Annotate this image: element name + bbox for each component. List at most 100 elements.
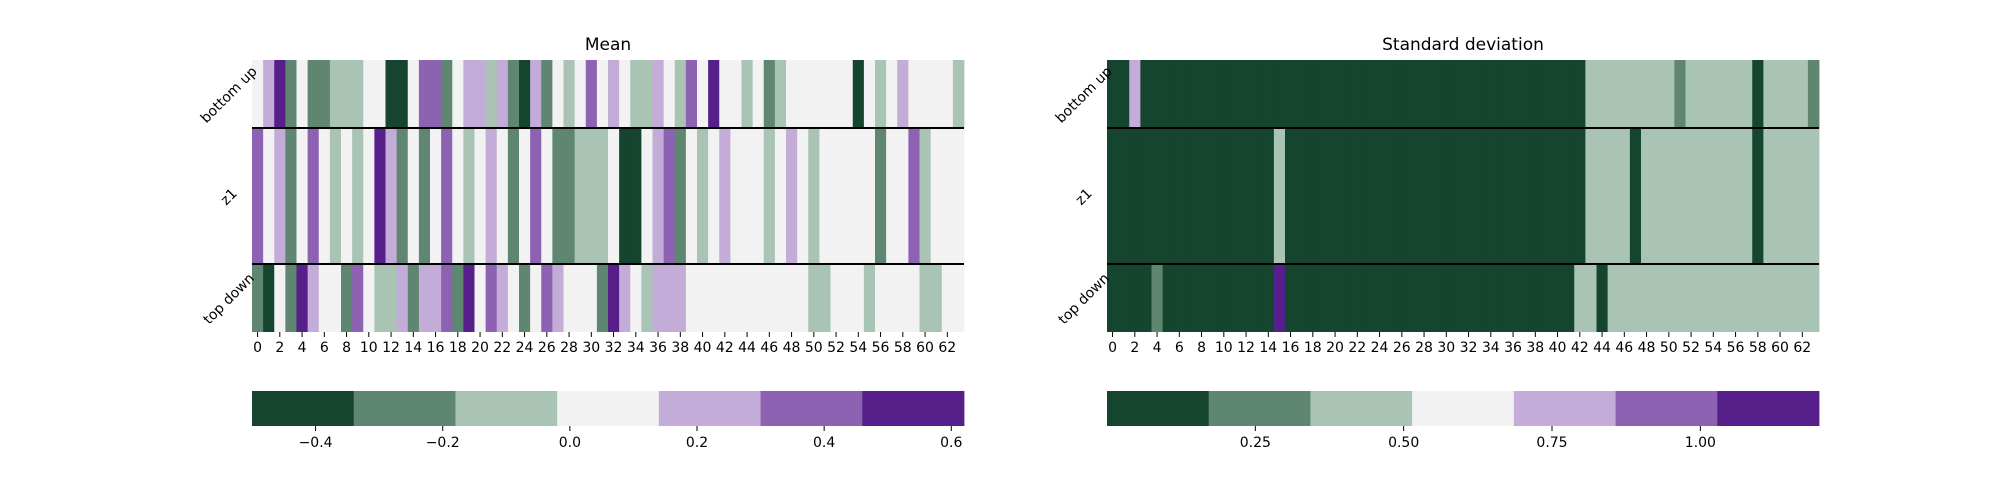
std-x-tick-label: 52 — [1682, 340, 1700, 356]
mean-cell-r2-c25 — [530, 264, 542, 332]
std-x-tick-label: 46 — [1615, 340, 1633, 356]
mean-cell-r0-c22 — [496, 60, 509, 128]
mean-cell-r1-c35 — [641, 128, 653, 264]
mean-cell-r0-c48 — [786, 60, 798, 128]
mean-cell-r2-c52 — [830, 264, 843, 332]
std-cell-r1-c57 — [1741, 128, 1753, 264]
mean-cell-r2-c1 — [263, 264, 275, 332]
mean-cell-r2-c21 — [485, 264, 498, 332]
std-cell-r2-c32 — [1463, 264, 1475, 332]
std-x-tick-label: 30 — [1437, 340, 1455, 356]
mean-cell-r1-c62 — [941, 128, 954, 264]
mean-cell-r0-c50 — [808, 60, 820, 128]
mean-cell-r2-c48 — [786, 264, 798, 332]
std-cell-r1-c59 — [1763, 128, 1775, 264]
std-cell-r2-c15 — [1273, 264, 1286, 332]
mean-cell-r1-c49 — [797, 128, 809, 264]
std-x-tick-label: 26 — [1393, 340, 1411, 356]
std-cell-r1-c35 — [1496, 128, 1508, 264]
mean-x-tick-label: 42 — [716, 340, 734, 356]
mean-cell-r1-c4 — [296, 128, 309, 264]
mean-cell-r0-c30 — [585, 60, 598, 128]
std-cell-r1-c30 — [1440, 128, 1453, 264]
std-x-tick-label: 44 — [1593, 340, 1611, 356]
mean-cell-r0-c39 — [685, 60, 698, 128]
std-x-tick-label: 48 — [1638, 340, 1656, 356]
std-cell-r2-c12 — [1240, 264, 1253, 332]
std-cell-r0-c36 — [1507, 60, 1520, 128]
std-cell-r0-c42 — [1574, 60, 1586, 128]
mean-x-tick-label: 22 — [493, 340, 511, 356]
mean-cell-r0-c12 — [385, 60, 398, 128]
std-cell-r0-c46 — [1618, 60, 1631, 128]
std-cell-r2-c16 — [1285, 264, 1297, 332]
mean-cell-r2-c16 — [430, 264, 442, 332]
mean-cell-r0-c23 — [507, 60, 520, 128]
mean-cell-r0-c53 — [841, 60, 854, 128]
mean-cell-r1-c10 — [363, 128, 375, 264]
std-cell-r0-c54 — [1707, 60, 1720, 128]
mean-cell-r0-c54 — [852, 60, 865, 128]
mean-colorbar-tick-label: 0.0 — [559, 435, 581, 451]
mean-cell-r1-c27 — [552, 128, 564, 264]
std-x-tick-label: 62 — [1793, 340, 1811, 356]
mean-cell-r0-c20 — [474, 60, 487, 128]
mean-cell-r2-c47 — [774, 264, 787, 332]
mean-cell-r0-c58 — [897, 60, 909, 128]
std-cell-r1-c11 — [1229, 128, 1241, 264]
std-cell-r2-c24 — [1374, 264, 1386, 332]
mean-cell-r0-c55 — [863, 60, 876, 128]
mean-cell-r2-c36 — [652, 264, 665, 332]
std-cell-r2-c50 — [1663, 264, 1675, 332]
std-cell-r0-c29 — [1429, 60, 1442, 128]
mean-colorbar-bin — [862, 391, 965, 426]
mean-cell-r2-c57 — [886, 264, 898, 332]
mean-cell-r0-c4 — [296, 60, 309, 128]
mean-cell-r2-c50 — [808, 264, 820, 332]
std-cell-r2-c61 — [1785, 264, 1798, 332]
mean-cell-r0-c32 — [608, 60, 620, 128]
std-cell-r0-c34 — [1485, 60, 1497, 128]
mean-cell-r2-c0 — [252, 264, 264, 332]
std-cell-r1-c38 — [1529, 128, 1542, 264]
mean-cell-r0-c11 — [374, 60, 386, 128]
mean-cell-r2-c58 — [897, 264, 909, 332]
std-cell-r1-c18 — [1307, 128, 1319, 264]
std-x-tick-label: 56 — [1727, 340, 1745, 356]
std-cell-r2-c34 — [1485, 264, 1497, 332]
mean-cell-r2-c10 — [363, 264, 375, 332]
std-cell-r2-c8 — [1196, 264, 1208, 332]
std-cell-r0-c23 — [1362, 60, 1375, 128]
mean-x-tick-label: 18 — [449, 340, 467, 356]
mean-colorbar-bin — [252, 391, 355, 426]
std-cell-r1-c49 — [1652, 128, 1664, 264]
mean-cell-r1-c14 — [407, 128, 420, 264]
std-x-tick-label: 12 — [1237, 340, 1255, 356]
mean-cell-r2-c4 — [296, 264, 309, 332]
mean-x-tick-label: 62 — [938, 340, 956, 356]
mean-cell-r2-c12 — [385, 264, 398, 332]
std-cell-r0-c33 — [1474, 60, 1486, 128]
mean-cell-r2-c15 — [418, 264, 431, 332]
std-cell-r1-c7 — [1184, 128, 1197, 264]
mean-cell-r1-c46 — [763, 128, 776, 264]
mean-x-tick-label: 58 — [894, 340, 912, 356]
std-cell-r0-c62 — [1796, 60, 1809, 128]
mean-cell-r0-c25 — [530, 60, 542, 128]
std-cell-r2-c56 — [1730, 264, 1742, 332]
mean-cell-r0-c60 — [919, 60, 932, 128]
mean-row-label: top down — [200, 270, 257, 327]
std-x-tick-label: 0 — [1108, 340, 1117, 356]
std-cell-r2-c60 — [1774, 264, 1787, 332]
std-cell-r2-c13 — [1251, 264, 1264, 332]
std-x-tick-label: 18 — [1304, 340, 1322, 356]
std-cell-r1-c48 — [1641, 128, 1653, 264]
std-cell-r2-c58 — [1752, 264, 1764, 332]
std-cell-r2-c25 — [1385, 264, 1397, 332]
mean-colorbar-bin — [557, 391, 660, 426]
std-cell-r1-c39 — [1540, 128, 1553, 264]
std-cell-r1-c15 — [1273, 128, 1286, 264]
std-cell-r2-c5 — [1162, 264, 1175, 332]
mean-cell-r2-c6 — [318, 264, 331, 332]
